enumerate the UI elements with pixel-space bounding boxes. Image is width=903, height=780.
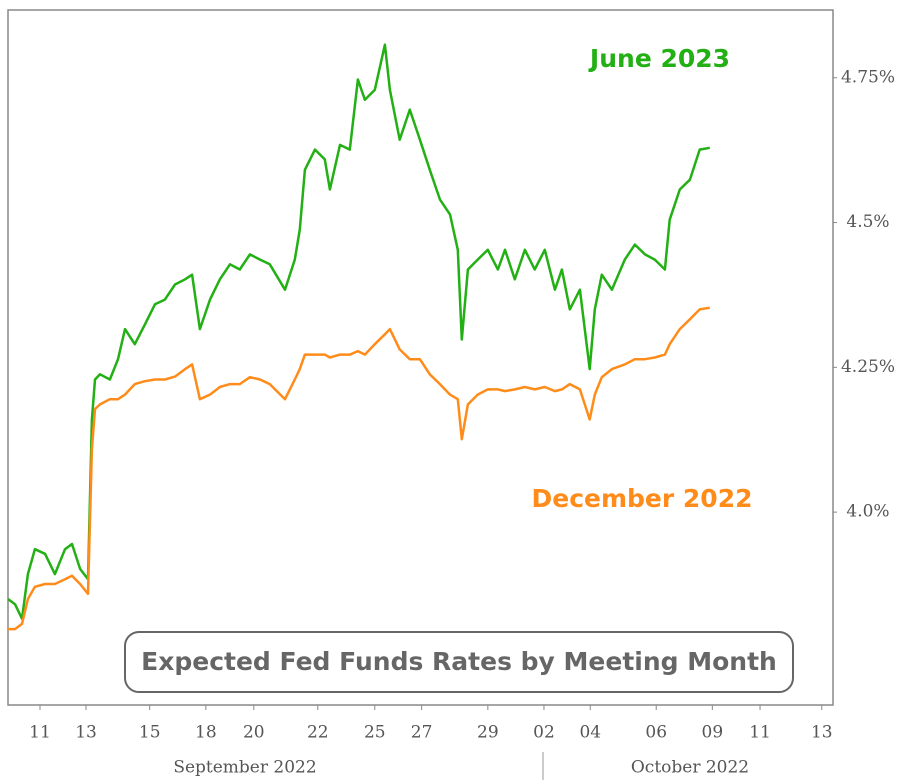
x-tick-label: 25 bbox=[364, 723, 386, 743]
x-tick-label: 18 bbox=[195, 723, 217, 743]
x-tick-label: 06 bbox=[645, 723, 667, 743]
x-tick-label: 20 bbox=[243, 723, 265, 743]
y-tick-label: 4.5% bbox=[846, 212, 889, 232]
x-tick-label: 27 bbox=[411, 723, 433, 743]
x-tick-label: 29 bbox=[477, 723, 499, 743]
series-label: December 2022 bbox=[532, 484, 753, 513]
x-tick-label: 11 bbox=[749, 723, 771, 743]
chart-title: Expected Fed Funds Rates by Meeting Mont… bbox=[141, 647, 777, 676]
x-tick-label: 09 bbox=[702, 723, 724, 743]
x-tick-label: 11 bbox=[29, 723, 51, 743]
y-tick-label: 4.0% bbox=[846, 502, 889, 522]
series-line bbox=[7, 43, 711, 620]
x-tick-label: 13 bbox=[75, 723, 97, 743]
series-label: June 2023 bbox=[588, 44, 730, 73]
month-label: October 2022 bbox=[631, 758, 749, 778]
plot-frame bbox=[7, 9, 834, 706]
x-tick-label: 13 bbox=[811, 723, 833, 743]
y-tick-label: 4.75% bbox=[841, 67, 895, 87]
x-tick-label: 04 bbox=[579, 723, 601, 743]
x-tick-label: 02 bbox=[533, 723, 555, 743]
x-tick-label: 22 bbox=[307, 723, 329, 743]
x-tick-label: 15 bbox=[139, 723, 161, 743]
month-label: September 2022 bbox=[173, 758, 316, 778]
y-tick-label: 4.25% bbox=[841, 357, 895, 377]
title-box bbox=[124, 631, 794, 693]
series-line bbox=[8, 306, 711, 631]
